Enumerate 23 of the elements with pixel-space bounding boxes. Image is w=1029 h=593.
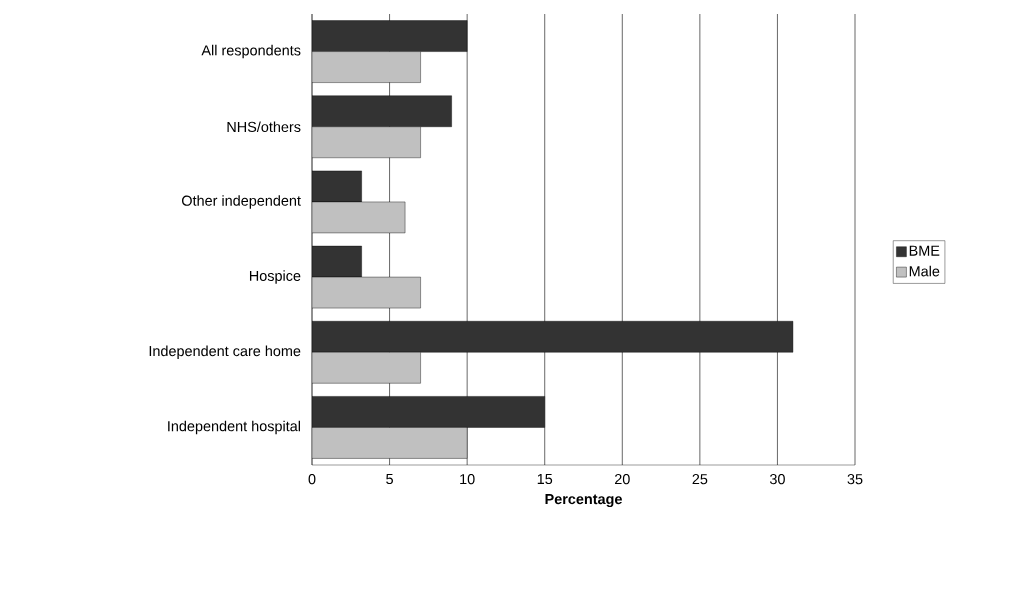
y-tick-label: All respondents: [201, 44, 301, 59]
bar: [312, 321, 794, 353]
x-tick-label: 15: [537, 474, 553, 485]
x-tick-label: 10: [460, 474, 475, 485]
y-tick-label: NHS/others: [227, 121, 301, 133]
bar: [312, 396, 545, 428]
x-tick-label: 35: [847, 474, 863, 485]
bar: [312, 20, 468, 52]
legend-label: BME: [909, 245, 940, 256]
bar: [312, 95, 452, 127]
y-tick-label: Hospice: [249, 270, 301, 284]
x-tick-label: 30: [769, 474, 785, 485]
y-tick-label: Independent care home: [149, 345, 301, 359]
bar: [312, 245, 362, 278]
bar: [312, 170, 362, 203]
legend-label: Male: [909, 265, 940, 277]
x-tick-label: 25: [692, 474, 708, 485]
y-tick-label: Independent hospital: [168, 420, 300, 435]
x-axis-title: Percentage: [545, 494, 622, 508]
x-tick-label: 5: [386, 474, 393, 485]
y-tick-label: Other independent: [182, 195, 301, 209]
x-tick-label: 20: [614, 474, 630, 485]
x-tick-label: 0: [308, 474, 316, 485]
